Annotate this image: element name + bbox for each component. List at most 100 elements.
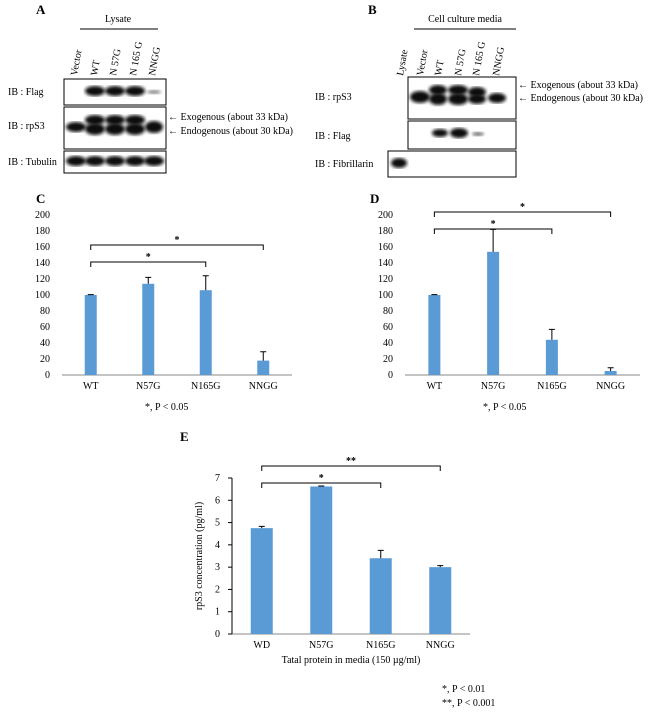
blot-box: [387, 150, 517, 178]
significance-bracket: [90, 244, 264, 250]
y-tick-label: 0: [388, 370, 393, 381]
lane-label: WT: [433, 59, 447, 76]
error-bar: [437, 565, 444, 568]
error-bar: [202, 275, 209, 291]
y-tick-label: 100: [378, 290, 393, 301]
blot-header: Lysate: [105, 14, 132, 25]
x-tick-label: N57G: [309, 640, 333, 651]
y-tick-label: 60: [383, 322, 393, 333]
panel-label: D: [370, 191, 379, 206]
lane-label: N 57G: [108, 48, 124, 76]
y-tick-label: 140: [35, 258, 50, 269]
blot-row-label: IB : Tubulin: [8, 157, 57, 168]
y-tick-label: 0: [215, 629, 220, 640]
lane-label: WT: [89, 59, 103, 76]
significance-label: *: [175, 235, 180, 246]
significance-label: *: [146, 252, 151, 263]
y-tick-label: 80: [40, 306, 50, 317]
y-axis-label: rpS3 concentration (pg/ml): [194, 502, 205, 610]
significance-bracket: [433, 228, 553, 234]
error-bar: [260, 351, 267, 361]
annotation: ← Exogenous (about 33 kDa): [168, 112, 288, 123]
annotation-text: Exogenous (about 33 kDa): [531, 80, 638, 91]
bar: [310, 486, 333, 634]
error-bar: [258, 525, 265, 529]
error-bar: [607, 367, 614, 371]
y-tick-label: 3: [215, 562, 220, 573]
x-tick-label: NNGG: [426, 640, 455, 651]
x-tick-label: WT: [83, 381, 99, 392]
y-tick-label: 0: [45, 370, 50, 381]
annotation: ← Endogenous (about 30 kDa): [168, 126, 293, 137]
error-bar: [377, 549, 384, 559]
panel-label: B: [368, 2, 377, 17]
y-tick-label: 40: [40, 338, 50, 349]
x-tick-label: WD: [253, 640, 270, 651]
y-tick-label: 80: [383, 306, 393, 317]
bar: [429, 567, 452, 634]
bands: [66, 86, 164, 166]
lane-label: N 165 G: [471, 41, 488, 77]
lane-label: N 165 G: [128, 41, 145, 77]
bands: [391, 85, 506, 168]
footnote: *, P < 0.05: [483, 402, 526, 413]
bar: [199, 290, 212, 375]
bar: [257, 360, 270, 375]
panel-label: C: [36, 191, 45, 206]
significance-bracket: [261, 482, 382, 488]
annotation-text: Endogenous (about 30 kDa): [181, 126, 293, 137]
annotation: ← Exogenous (about 33 kDa): [518, 80, 638, 91]
y-tick-label: 4: [215, 540, 220, 551]
significance-label: *: [319, 473, 324, 484]
y-tick-label: 100: [35, 290, 50, 301]
x-tick-label: N165G: [366, 640, 395, 651]
blot-panel-a: A Lysate Vector WT N 57G N 165 G NNGG IB…: [8, 2, 293, 174]
footnote: *, P < 0.01: [442, 684, 485, 695]
x-tick-label: N57G: [481, 381, 505, 392]
bar: [84, 295, 97, 375]
footnote: **, P < 0.001: [442, 698, 495, 709]
bar: [369, 558, 392, 634]
annotation: ← Endogenous (about 30 kDa): [518, 93, 643, 104]
blot-row-label: IB : Flag: [8, 87, 44, 98]
y-tick-label: 160: [35, 242, 50, 253]
significance-bracket: [261, 465, 441, 471]
x-axis-label: Tatal protein in media (150 µg/ml): [282, 655, 421, 666]
y-tick-label: 1: [215, 607, 220, 618]
y-tick-label: 120: [378, 274, 393, 285]
y-tick-label: 6: [215, 495, 220, 506]
panel-label: A: [36, 2, 46, 17]
y-tick-label: 180: [378, 226, 393, 237]
x-tick-label: NNGG: [596, 381, 625, 392]
x-tick-label: WT: [427, 381, 443, 392]
error-bar: [548, 328, 555, 340]
y-tick-label: 40: [383, 338, 393, 349]
blot-panel-b: B Cell culture media Lysate Vector WT N …: [315, 2, 643, 178]
significance-label: **: [346, 456, 356, 467]
error-bar: [145, 276, 152, 284]
y-tick-label: 5: [215, 518, 220, 529]
y-tick-label: 60: [40, 322, 50, 333]
x-tick-label: NNGG: [249, 381, 278, 392]
y-tick-label: 200: [378, 210, 393, 221]
bar: [142, 283, 155, 375]
error-bar: [490, 228, 497, 252]
lane-label: Vector: [69, 48, 84, 76]
blot-row-label: IB : Flag: [315, 131, 351, 142]
blot-row-label: IB : Fibrillarin: [315, 159, 373, 170]
bar: [604, 371, 617, 375]
blot-row-label: IB : rpS3: [315, 92, 352, 103]
y-tick-label: 140: [378, 258, 393, 269]
bar: [487, 251, 500, 375]
lane-label: Vector: [415, 48, 430, 76]
lane-label: N 57G: [453, 48, 469, 76]
blot-header: Cell culture media: [428, 14, 502, 25]
annotation-text: Exogenous (about 33 kDa): [181, 112, 288, 123]
significance-bracket: [90, 261, 207, 267]
bar: [545, 339, 558, 375]
significance-bracket: [433, 211, 612, 217]
y-tick-label: 180: [35, 226, 50, 237]
x-tick-label: N57G: [136, 381, 160, 392]
footnote: *, P < 0.05: [145, 402, 188, 413]
